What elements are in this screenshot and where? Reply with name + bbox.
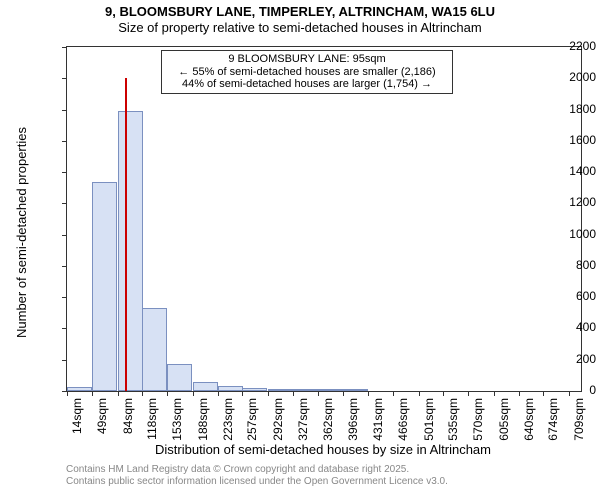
- x-axis-label: Distribution of semi-detached houses by …: [66, 442, 580, 457]
- annotation-line3: 44% of semi-detached houses are larger (…: [166, 78, 448, 91]
- histogram-bar: [218, 386, 243, 391]
- chart-title: 9, BLOOMSBURY LANE, TIMPERLEY, ALTRINCHA…: [0, 0, 600, 20]
- x-tick-mark: [118, 391, 119, 396]
- marker-line: [125, 78, 127, 391]
- x-tick-label: 49sqm: [95, 398, 109, 434]
- y-tick-mark: [62, 360, 67, 361]
- y-tick-label: 1200: [538, 195, 596, 209]
- footer-line2: Contains public sector information licen…: [66, 476, 448, 488]
- y-tick-mark: [62, 235, 67, 236]
- y-tick-mark: [62, 172, 67, 173]
- footer-line1: Contains HM Land Registry data © Crown c…: [66, 464, 448, 476]
- annotation-line2: ← 55% of semi-detached houses are smalle…: [166, 66, 448, 79]
- y-tick-mark: [62, 203, 67, 204]
- x-tick-mark: [443, 391, 444, 396]
- histogram-bar: [242, 388, 267, 391]
- x-tick-mark: [519, 391, 520, 396]
- x-tick-mark: [142, 391, 143, 396]
- annotation-box: 9 BLOOMSBURY LANE: 95sqm ← 55% of semi-d…: [161, 50, 453, 94]
- x-tick-label: 431sqm: [371, 398, 385, 441]
- x-tick-label: 501sqm: [422, 398, 436, 441]
- x-tick-label: 466sqm: [396, 398, 410, 441]
- x-tick-mark: [268, 391, 269, 396]
- x-tick-label: 292sqm: [271, 398, 285, 441]
- x-tick-mark: [92, 391, 93, 396]
- y-tick-label: 1800: [538, 102, 596, 116]
- y-tick-mark: [62, 141, 67, 142]
- chart-subtitle: Size of property relative to semi-detach…: [0, 20, 600, 36]
- chart-container: { "title": "9, BLOOMSBURY LANE, TIMPERLE…: [0, 0, 600, 500]
- x-tick-mark: [318, 391, 319, 396]
- x-tick-label: 570sqm: [471, 398, 485, 441]
- y-tick-label: 800: [538, 258, 596, 272]
- x-tick-mark: [343, 391, 344, 396]
- y-tick-label: 0: [538, 383, 596, 397]
- histogram-bar: [318, 389, 343, 391]
- y-tick-mark: [62, 78, 67, 79]
- x-tick-label: 327sqm: [296, 398, 310, 441]
- x-tick-mark: [419, 391, 420, 396]
- x-tick-label: 640sqm: [522, 398, 536, 441]
- x-tick-label: 362sqm: [321, 398, 335, 441]
- x-tick-label: 535sqm: [446, 398, 460, 441]
- histogram-bar: [67, 387, 92, 391]
- footer-text: Contains HM Land Registry data © Crown c…: [66, 464, 448, 488]
- x-tick-mark: [293, 391, 294, 396]
- x-tick-label: 223sqm: [221, 398, 235, 441]
- x-tick-label: 709sqm: [572, 398, 586, 441]
- x-tick-label: 396sqm: [346, 398, 360, 441]
- histogram-bar: [92, 182, 117, 391]
- x-tick-label: 674sqm: [546, 398, 560, 441]
- y-tick-mark: [62, 47, 67, 48]
- y-tick-mark: [62, 328, 67, 329]
- x-tick-mark: [67, 391, 68, 396]
- x-tick-mark: [368, 391, 369, 396]
- histogram-bar: [167, 364, 192, 391]
- x-tick-label: 188sqm: [196, 398, 210, 441]
- histogram-bar: [293, 389, 318, 391]
- y-tick-label: 400: [538, 320, 596, 334]
- plot-area: [66, 46, 582, 392]
- x-tick-mark: [218, 391, 219, 396]
- x-tick-mark: [193, 391, 194, 396]
- y-tick-label: 200: [538, 352, 596, 366]
- y-tick-label: 1400: [538, 164, 596, 178]
- y-tick-label: 1600: [538, 133, 596, 147]
- annotation-line1: 9 BLOOMSBURY LANE: 95sqm: [166, 53, 448, 66]
- x-tick-label: 84sqm: [121, 398, 135, 434]
- x-tick-label: 257sqm: [245, 398, 259, 441]
- histogram-bar: [142, 308, 167, 391]
- histogram-bar: [193, 382, 218, 391]
- x-tick-label: 14sqm: [70, 398, 84, 434]
- x-tick-mark: [242, 391, 243, 396]
- y-tick-label: 1000: [538, 227, 596, 241]
- y-tick-label: 2000: [538, 70, 596, 84]
- y-tick-label: 2200: [538, 39, 596, 53]
- histogram-bar: [343, 389, 368, 391]
- x-tick-label: 118sqm: [145, 398, 159, 440]
- histogram-bar: [268, 389, 293, 391]
- histogram-bar: [118, 111, 143, 391]
- x-tick-label: 153sqm: [170, 398, 184, 441]
- y-tick-mark: [62, 297, 67, 298]
- x-tick-mark: [494, 391, 495, 396]
- y-axis-label: Number of semi-detached properties: [14, 127, 29, 338]
- x-tick-label: 605sqm: [497, 398, 511, 441]
- x-tick-mark: [468, 391, 469, 396]
- y-tick-mark: [62, 266, 67, 267]
- y-tick-label: 600: [538, 289, 596, 303]
- x-tick-mark: [393, 391, 394, 396]
- y-tick-mark: [62, 110, 67, 111]
- x-tick-mark: [167, 391, 168, 396]
